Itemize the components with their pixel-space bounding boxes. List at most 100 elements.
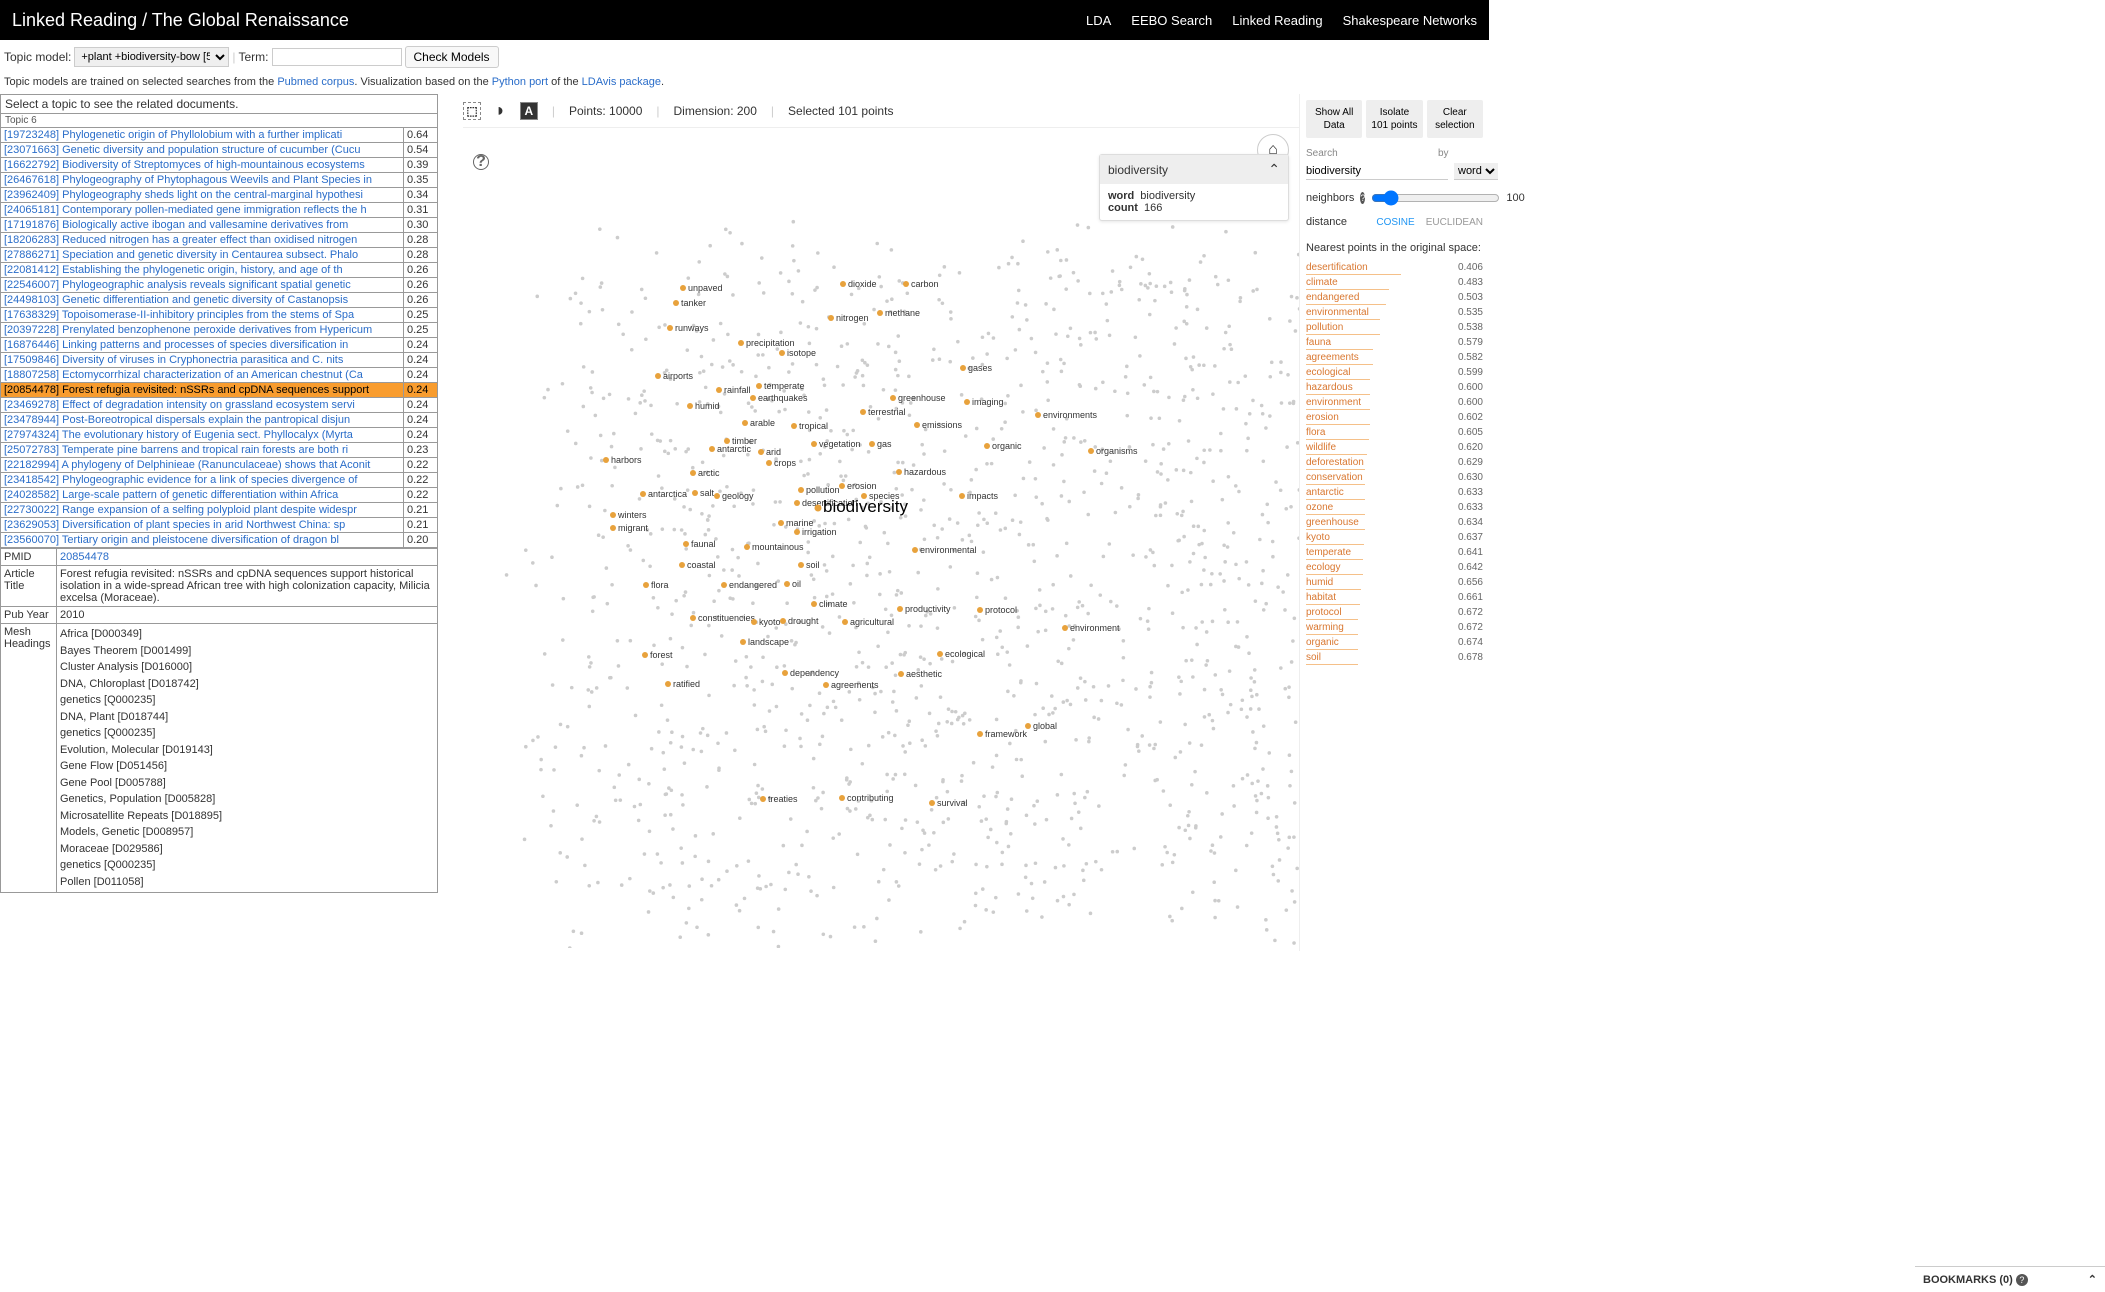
svg-text:survival: survival [937,798,968,808]
table-row[interactable]: [24498103] Genetic differentiation and g… [1,293,438,308]
table-row[interactable]: [18206283] Reduced nitrogen has a greate… [1,233,438,248]
by-select[interactable]: word [1454,163,1498,180]
table-row[interactable]: [20397228] Prenylated benzophenone perox… [1,323,438,338]
table-row[interactable]: [20854478] Forest refugia revisited: nSS… [1,383,438,398]
nearest-item[interactable]: deforestation0.629 [1306,455,1483,470]
nearest-item[interactable]: kyoto0.637 [1306,530,1483,545]
svg-text:forest: forest [650,650,673,660]
nearest-item[interactable]: organic0.674 [1306,635,1483,650]
by-label: by [1438,148,1483,159]
table-row[interactable]: [24065181] Contemporary pollen-mediated … [1,203,438,218]
svg-text:climate: climate [819,599,848,609]
ldavis-link[interactable]: LDAvis package [582,76,661,88]
nearest-item[interactable]: warming0.672 [1306,620,1483,635]
tooltip-collapse-icon[interactable]: ⌃ [1268,161,1280,178]
check-models-button[interactable]: Check Models [405,46,499,68]
label-mode-icon[interactable]: A [520,102,538,120]
pmid-value[interactable]: 20854478 [57,549,438,566]
topic-model-select[interactable]: +plant +biodiversity-bow [50t,1 [74,47,229,67]
table-row[interactable]: [22182994] A phylogeny of Delphinieae (R… [1,458,438,473]
nearest-item[interactable]: wildlife0.620 [1306,440,1483,455]
table-row[interactable]: [22730022] Range expansion of a selfing … [1,503,438,518]
nearest-item[interactable]: erosion0.602 [1306,410,1483,425]
help-icon[interactable]: ? [473,154,489,170]
table-row[interactable]: [17509846] Diversity of viruses in Cryph… [1,353,438,368]
svg-text:oil: oil [792,579,801,589]
bookmarks-bar[interactable]: BOOKMARKS (0) ? ⌃ [1915,1266,2105,1292]
distance-cosine[interactable]: COSINE [1376,217,1414,228]
table-row[interactable]: [22081412] Establishing the phylogenetic… [1,263,438,278]
svg-text:dependency: dependency [790,668,840,678]
nearest-item[interactable]: ozone0.633 [1306,500,1483,515]
svg-text:flora: flora [651,580,669,590]
points-count: Points: 10000 [569,104,642,118]
table-row[interactable]: [23071663] Genetic diversity and populat… [1,143,438,158]
nearest-item[interactable]: climate0.483 [1306,275,1483,290]
pubmed-link[interactable]: Pubmed corpus [277,76,354,88]
distance-euclidean[interactable]: EUCLIDEAN [1426,217,1483,228]
neighbors-slider[interactable] [1371,190,1500,206]
clear-button[interactable]: Clear selection [1427,100,1483,138]
table-row[interactable]: [23478944] Post-Boreotropical dispersals… [1,413,438,428]
svg-text:arid: arid [766,447,781,457]
table-row[interactable]: [18807258] Ectomycorrhizal characterizat… [1,368,438,383]
table-row[interactable]: [16876446] Linking patterns and processe… [1,338,438,353]
table-row[interactable]: [17638329] Topoisomerase-II-inhibitory p… [1,308,438,323]
nearest-item[interactable]: flora0.605 [1306,425,1483,440]
show-all-button[interactable]: Show All Data [1306,100,1362,138]
table-row[interactable]: [23962409] Phylogeography sheds light on… [1,188,438,203]
topic-label: Topic 6 [0,114,438,127]
nav-lda[interactable]: LDA [1086,13,1111,28]
nearest-item[interactable]: endangered0.503 [1306,290,1483,305]
search-input[interactable] [1306,163,1448,180]
term-input[interactable] [272,48,402,66]
nearest-item[interactable]: hazardous0.600 [1306,380,1483,395]
nearest-item[interactable]: humid0.656 [1306,575,1483,590]
table-row[interactable]: [24028582] Large-scale pattern of geneti… [1,488,438,503]
table-row[interactable]: [17191876] Biologically active ibogan an… [1,218,438,233]
svg-text:vegetation: vegetation [819,439,861,449]
table-row[interactable]: [27974324] The evolutionary history of E… [1,428,438,443]
python-port-link[interactable]: Python port [492,76,548,88]
neighbors-help-icon[interactable]: ? [1360,192,1365,204]
nearest-item[interactable]: pollution0.538 [1306,320,1483,335]
scatter-plot[interactable]: unpaveddioxidecarbontankernitrogenmethan… [463,128,1299,948]
svg-text:emissions: emissions [922,420,963,430]
table-row[interactable]: [19723248] Phylogenetic origin of Phyllo… [1,128,438,143]
table-row[interactable]: [22546007] Phylogeographic analysis reve… [1,278,438,293]
nav-shakespeare[interactable]: Shakespeare Networks [1343,13,1477,28]
nearest-item[interactable]: soil0.678 [1306,650,1483,665]
header: Linked Reading / The Global Renaissance … [0,0,1489,40]
nearest-item[interactable]: fauna0.579 [1306,335,1483,350]
nearest-item[interactable]: ecological0.599 [1306,365,1483,380]
nearest-item[interactable]: habitat0.661 [1306,590,1483,605]
nearest-item[interactable]: desertification0.406 [1306,260,1483,275]
nav-linked-reading[interactable]: Linked Reading [1232,13,1322,28]
nearest-item[interactable]: environmental0.535 [1306,305,1483,320]
nearest-item[interactable]: antarctic0.633 [1306,485,1483,500]
dimension-count: Dimension: 200 [674,104,757,118]
table-row[interactable]: [16622792] Biodiversity of Streptomyces … [1,158,438,173]
nearest-item[interactable]: ecology0.642 [1306,560,1483,575]
table-row[interactable]: [26467618] Phylogeography of Phytophagou… [1,173,438,188]
table-row[interactable]: [23469278] Effect of degradation intensi… [1,398,438,413]
nav-eebo[interactable]: EEBO Search [1131,13,1212,28]
night-mode-icon[interactable]: ◗ [495,100,506,121]
nearest-item[interactable]: greenhouse0.634 [1306,515,1483,530]
nearest-item[interactable]: environment0.600 [1306,395,1483,410]
table-row[interactable]: [23560070] Tertiary origin and pleistoce… [1,533,438,548]
tooltip-word: biodiversity [1108,163,1168,177]
select-tool-icon[interactable]: ⬚ [463,102,481,120]
nearest-item[interactable]: temperate0.641 [1306,545,1483,560]
isolate-button[interactable]: Isolate 101 points [1366,100,1422,138]
nearest-item[interactable]: protocol0.672 [1306,605,1483,620]
table-row[interactable]: [23629053] Diversification of plant spec… [1,518,438,533]
svg-text:precipitation: precipitation [746,338,795,348]
table-row[interactable]: [27886271] Speciation and genetic divers… [1,248,438,263]
nearest-item[interactable]: conservation0.630 [1306,470,1483,485]
nearest-item[interactable]: agreements0.582 [1306,350,1483,365]
table-row[interactable]: [25072783] Temperate pine barrens and tr… [1,443,438,458]
svg-text:faunal: faunal [691,539,716,549]
table-row[interactable]: [23418542] Phylogeographic evidence for … [1,473,438,488]
svg-text:mountainous: mountainous [752,542,804,552]
